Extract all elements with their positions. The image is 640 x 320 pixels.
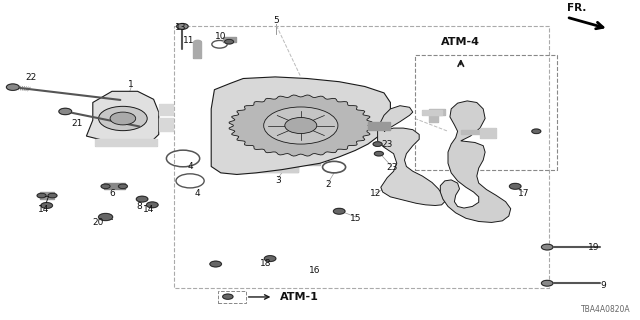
Text: 15: 15 (350, 214, 362, 223)
Text: TBA4A0820A: TBA4A0820A (580, 305, 630, 314)
Text: 10: 10 (215, 32, 227, 41)
Circle shape (541, 244, 553, 250)
Bar (415, 54, 557, 170)
Circle shape (264, 107, 338, 144)
Text: 11: 11 (183, 36, 195, 44)
Text: ATM-1: ATM-1 (280, 292, 319, 302)
Circle shape (48, 193, 57, 198)
Text: 13: 13 (175, 23, 187, 32)
Circle shape (37, 193, 46, 198)
Circle shape (541, 280, 553, 286)
Polygon shape (193, 42, 201, 58)
Circle shape (374, 151, 383, 156)
Circle shape (136, 196, 148, 202)
Polygon shape (422, 110, 442, 115)
Polygon shape (378, 106, 445, 205)
Polygon shape (211, 77, 390, 174)
Circle shape (264, 256, 276, 261)
Circle shape (118, 184, 127, 188)
Circle shape (177, 23, 188, 29)
Text: 23: 23 (386, 163, 397, 172)
Polygon shape (86, 91, 159, 146)
Text: 4: 4 (195, 189, 200, 198)
Polygon shape (40, 192, 54, 199)
Polygon shape (298, 157, 320, 164)
Text: 3: 3 (276, 176, 281, 185)
Polygon shape (229, 95, 372, 156)
Text: 4: 4 (188, 162, 193, 171)
Circle shape (285, 117, 317, 133)
Circle shape (6, 84, 19, 90)
Text: 14: 14 (143, 205, 154, 214)
Circle shape (147, 202, 158, 208)
Text: 19: 19 (588, 243, 599, 252)
Polygon shape (95, 139, 157, 146)
Text: 22: 22 (25, 73, 36, 82)
Text: 17: 17 (518, 189, 529, 198)
Text: 2: 2 (326, 180, 331, 188)
Polygon shape (429, 109, 445, 122)
Circle shape (223, 294, 233, 299)
Circle shape (509, 183, 521, 189)
Polygon shape (223, 37, 236, 42)
Polygon shape (159, 104, 173, 115)
Circle shape (59, 108, 72, 115)
Bar (218, 291, 246, 303)
Text: ATM-4: ATM-4 (442, 36, 480, 46)
Polygon shape (440, 101, 511, 222)
Text: 14: 14 (38, 205, 49, 214)
Text: 21: 21 (71, 119, 83, 128)
Polygon shape (252, 150, 298, 172)
Circle shape (41, 203, 52, 208)
Polygon shape (159, 118, 173, 131)
Text: 16: 16 (309, 266, 321, 275)
Polygon shape (480, 128, 496, 138)
Polygon shape (104, 183, 125, 189)
Circle shape (101, 184, 110, 188)
Text: 20: 20 (92, 218, 104, 227)
Text: 6: 6 (109, 189, 115, 198)
Text: 7: 7 (44, 196, 49, 204)
Text: 1: 1 (129, 80, 134, 89)
Text: 23: 23 (381, 140, 393, 149)
Text: 12: 12 (370, 189, 381, 198)
Text: 5: 5 (274, 16, 279, 25)
Text: 9: 9 (600, 281, 605, 290)
Circle shape (99, 106, 147, 131)
Text: 8: 8 (137, 202, 142, 211)
Circle shape (225, 39, 234, 44)
Circle shape (532, 129, 541, 133)
Polygon shape (368, 122, 390, 130)
Circle shape (373, 142, 382, 146)
Circle shape (210, 261, 221, 267)
Text: 18: 18 (260, 259, 271, 268)
Polygon shape (461, 130, 486, 134)
Circle shape (99, 213, 113, 220)
Circle shape (110, 112, 136, 125)
Circle shape (333, 208, 345, 214)
Text: FR.: FR. (567, 3, 586, 13)
